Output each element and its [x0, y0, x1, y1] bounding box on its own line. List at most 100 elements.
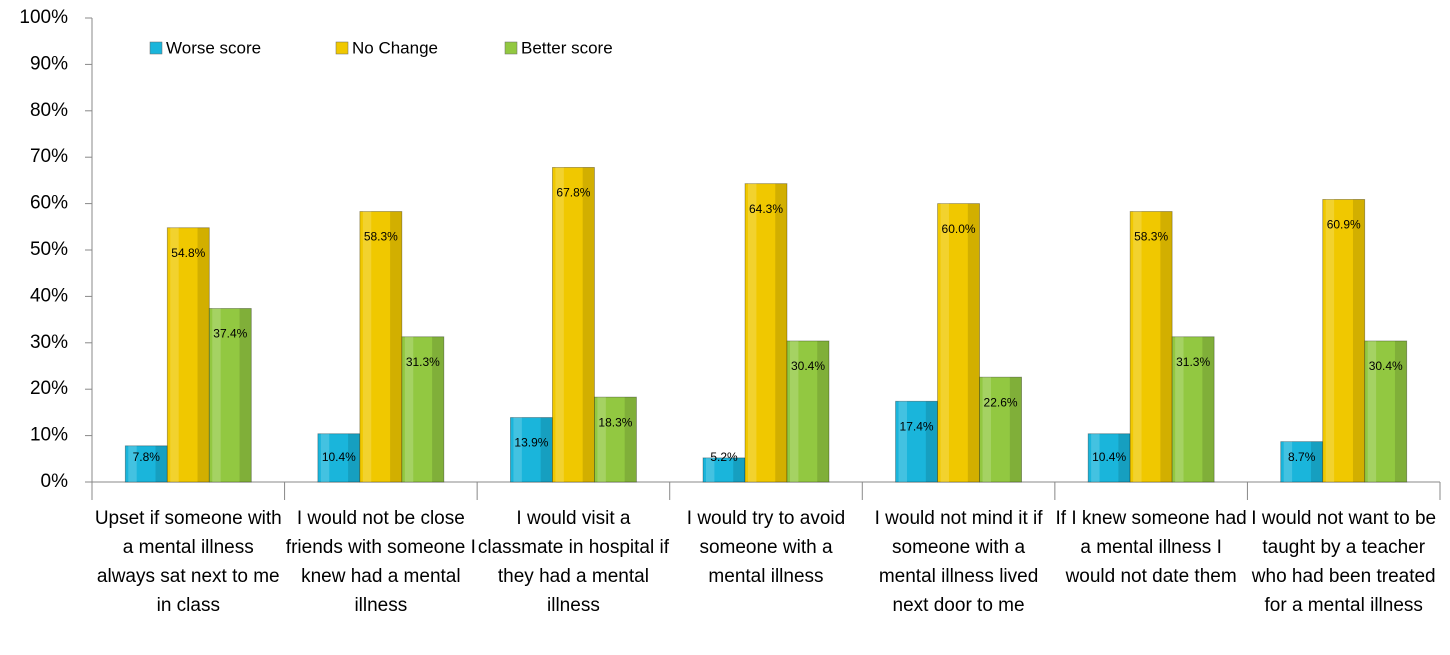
bar-highlight — [1325, 199, 1335, 482]
bar-highlight — [1091, 433, 1100, 482]
bar — [937, 203, 980, 483]
bar-highlight — [212, 308, 221, 482]
legend-label: Better score — [521, 38, 613, 57]
x-tick-label: Upset if someone with a mental illness a… — [94, 508, 282, 616]
y-tick-label: 30% — [30, 332, 68, 353]
bar — [510, 417, 553, 483]
bar-shade — [967, 203, 980, 482]
bar — [744, 183, 788, 483]
bar-highlight — [404, 336, 414, 482]
value-label: 37.4% — [213, 327, 247, 341]
bar-shade — [733, 457, 745, 482]
bar-shade — [390, 211, 402, 482]
legend-swatch — [335, 41, 349, 55]
x-tick-label: I would visit a classmate in hospital if… — [477, 508, 669, 616]
x-category-box: I would visit a classmate in hospital if… — [477, 508, 669, 616]
bar-highlight — [706, 457, 715, 482]
bar — [1364, 340, 1408, 483]
x-category-box: Upset if someone with a mental illness a… — [94, 508, 282, 616]
legend-swatch — [149, 41, 163, 55]
bar-shade — [817, 340, 829, 482]
y-tick-label: 60% — [30, 193, 68, 214]
bar-shade — [1202, 336, 1215, 482]
bar-highlight — [513, 417, 522, 482]
bar-shade — [540, 417, 553, 482]
value-label: 30.4% — [1369, 359, 1403, 373]
bar-highlight — [790, 340, 799, 482]
x-category-box: I would not mind it if someone with a me… — [874, 508, 1043, 616]
value-label: 60.0% — [942, 222, 976, 236]
bar-highlight — [170, 227, 179, 482]
bar-highlight — [597, 397, 606, 482]
bar — [1129, 211, 1173, 483]
bar-shade — [197, 227, 210, 482]
value-label: 17.4% — [900, 419, 934, 433]
x-tick-label: I would not be close friends with someon… — [285, 508, 476, 616]
bar-highlight — [1133, 211, 1142, 482]
x-category-box: I would not want to be taught by a teach… — [1251, 508, 1437, 616]
bar-shade — [1118, 433, 1131, 482]
x-tick-label: I would try to avoid someone with a ment… — [686, 508, 846, 587]
bar — [1280, 441, 1324, 483]
bar — [786, 340, 830, 483]
x-category-box: I would try to avoid someone with a ment… — [686, 508, 846, 587]
bar-shade — [239, 308, 252, 482]
value-label: 30.4% — [791, 359, 825, 373]
value-label: 60.9% — [1327, 218, 1361, 232]
y-tick-label: 40% — [30, 285, 68, 306]
x-tick-label: If I knew someone had a mental illness I… — [1055, 508, 1247, 587]
value-label: 10.4% — [1092, 450, 1126, 464]
value-label: 67.8% — [556, 186, 590, 200]
bar-shade — [1310, 441, 1323, 482]
legend-swatch — [504, 41, 518, 55]
value-label: 64.3% — [749, 202, 783, 216]
bar-shade — [155, 445, 168, 482]
bar — [594, 396, 637, 483]
bar-shade — [775, 183, 787, 482]
bar — [552, 167, 595, 483]
bar-shade — [582, 167, 595, 482]
y-tick-label: 0% — [41, 471, 69, 492]
y-tick-label: 50% — [30, 239, 68, 260]
bar-highlight — [320, 433, 330, 482]
value-label: 18.3% — [598, 415, 632, 429]
bar — [1171, 336, 1215, 483]
bar-shade — [624, 397, 637, 482]
x-category-box: If I knew someone had a mental illness I… — [1055, 508, 1247, 587]
bar-shade — [1352, 199, 1365, 482]
y-tick-label: 20% — [30, 378, 68, 399]
x-tick-label: I would not want to be taught by a teach… — [1251, 508, 1437, 616]
bar-highlight — [362, 211, 372, 482]
bar-highlight — [1175, 336, 1184, 482]
value-label: 58.3% — [364, 230, 398, 244]
bar — [401, 336, 445, 483]
bar — [979, 376, 1022, 483]
bar-highlight — [555, 167, 564, 482]
bar-highlight — [1367, 340, 1377, 482]
bar — [208, 308, 252, 483]
y-tick-label: 100% — [19, 7, 68, 28]
bar-shade — [1009, 377, 1022, 482]
bar-highlight — [1283, 441, 1293, 482]
bar — [359, 211, 403, 483]
bar — [1322, 199, 1366, 483]
value-label: 54.8% — [171, 246, 205, 260]
value-label: 58.3% — [1134, 230, 1168, 244]
value-label: 7.8% — [133, 450, 161, 464]
bar-shade — [925, 401, 938, 482]
value-label: 10.4% — [322, 450, 356, 464]
value-label: 13.9% — [514, 436, 548, 450]
y-tick-label: 10% — [30, 425, 68, 446]
value-label: 8.7% — [1288, 450, 1316, 464]
x-tick-label: I would not mind it if someone with a me… — [874, 508, 1043, 616]
value-label: 5.2% — [710, 450, 738, 464]
legend-label: No Change — [352, 38, 438, 57]
bar-shade — [432, 336, 444, 482]
y-tick-label: 90% — [30, 53, 68, 74]
bar-highlight — [128, 445, 137, 482]
value-label: 31.3% — [1176, 355, 1210, 369]
x-category-box: I would not be close friends with someon… — [285, 508, 476, 616]
bar-highlight — [898, 401, 907, 482]
bar-shade — [1160, 211, 1173, 482]
